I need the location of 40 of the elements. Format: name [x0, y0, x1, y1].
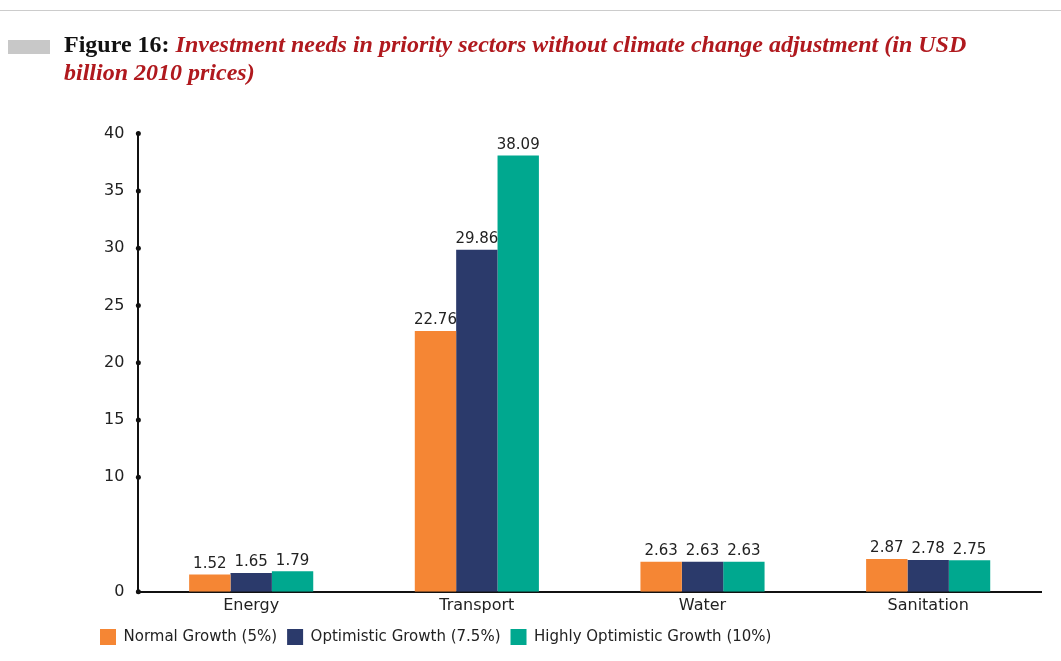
bar — [230, 572, 272, 592]
y-tick-label: 20 — [104, 351, 125, 371]
bar — [497, 155, 539, 592]
y-tick-label: 0 — [114, 580, 125, 600]
data-label: 29.86 — [455, 229, 499, 248]
bar — [907, 559, 949, 592]
y-tick-label: 30 — [104, 237, 125, 257]
data-label: 38.09 — [496, 134, 540, 153]
x-tick-label: Water — [678, 594, 727, 614]
x-tick-label: Transport — [438, 594, 515, 614]
data-label: 2.63 — [644, 541, 678, 560]
legend-label: Highly Optimistic Growth (10%) — [534, 626, 772, 645]
data-label: 2.87 — [870, 538, 904, 557]
data-label: 1.65 — [234, 552, 268, 571]
data-label: 1.52 — [193, 553, 227, 572]
bar — [456, 249, 498, 592]
bar — [271, 571, 314, 592]
y-tick-label: 25 — [104, 294, 125, 314]
y-tick-label: 10 — [104, 466, 125, 486]
data-label: 1.79 — [275, 550, 310, 569]
bar — [414, 331, 457, 592]
bar — [681, 561, 724, 592]
chart-title: Figure 16: Investment needs in priority sectors without climate change adjustment (in USD billion 2010 prices) — [64, 31, 967, 85]
bar — [189, 574, 231, 592]
bar — [723, 561, 765, 592]
data-label: 2.63 — [727, 541, 761, 560]
legend-label: Optimistic Growth (7.5%) — [310, 626, 501, 645]
x-tick-label: Sanitation — [887, 594, 969, 614]
x-tick-label: Energy — [223, 594, 280, 614]
bar — [866, 558, 908, 592]
data-label: 2.63 — [685, 541, 720, 560]
data-label: 2.78 — [911, 539, 945, 558]
bar — [640, 561, 682, 592]
bar — [948, 560, 991, 592]
y-tick-label: 40 — [104, 122, 125, 142]
legend-label: Normal Growth (5%) — [123, 626, 278, 645]
data-label: 2.75 — [952, 539, 987, 558]
data-label: 22.76 — [414, 310, 457, 329]
y-tick-label: 35 — [104, 180, 125, 200]
y-tick-label: 15 — [104, 409, 125, 429]
